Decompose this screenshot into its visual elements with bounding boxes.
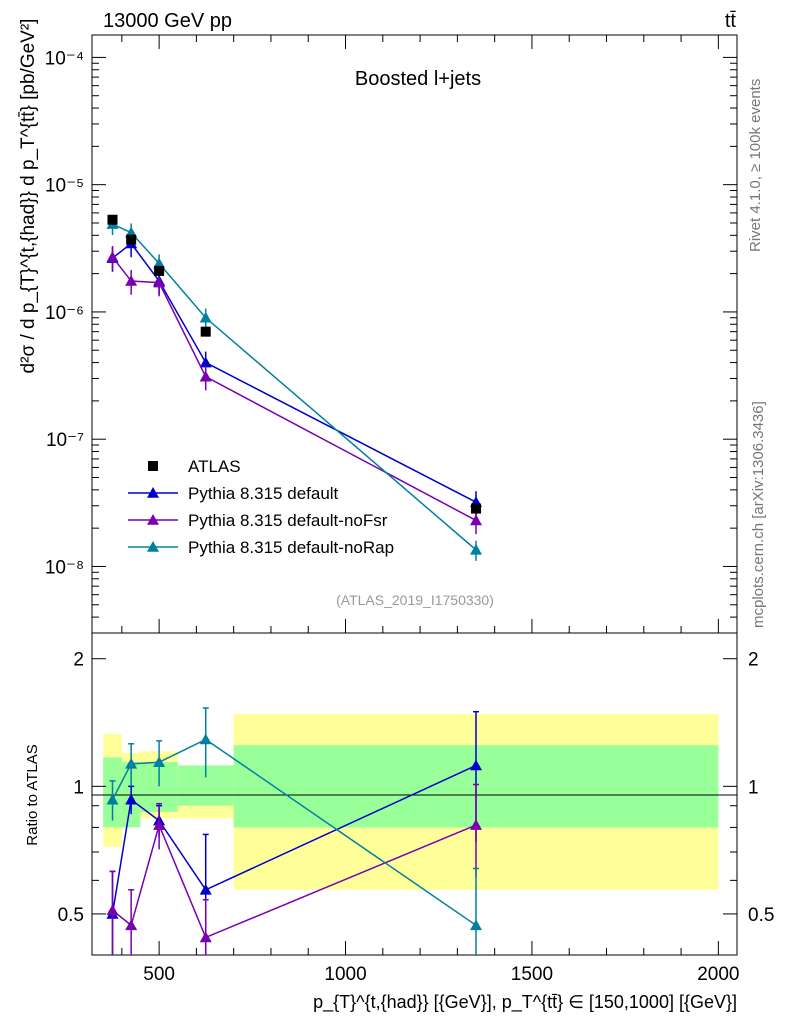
data-point bbox=[471, 503, 482, 514]
ratio-point bbox=[470, 819, 483, 830]
main-point bbox=[199, 356, 212, 368]
process-label: tt̄ bbox=[725, 10, 737, 32]
ratio-point bbox=[125, 793, 138, 805]
ratio-point bbox=[106, 904, 119, 916]
legend-label: Pythia 8.315 default-noRap bbox=[188, 538, 394, 557]
mcplots-label: mcplots.cern.ch [arXiv:1306.3436] bbox=[750, 401, 767, 628]
ratio-point bbox=[199, 733, 212, 745]
ratio-point bbox=[470, 759, 483, 771]
ratio-y-tick-label-right: 0.5 bbox=[748, 905, 774, 926]
main-point bbox=[153, 257, 166, 269]
data-point bbox=[126, 234, 137, 245]
main-y-tick-label: 10⁻⁸ bbox=[45, 557, 84, 578]
x-axis-label: p_{T}^{t,{had}} [{GeV}], p_T^{tt̄} ∈ [15… bbox=[313, 992, 737, 1013]
data-point bbox=[200, 326, 211, 337]
series-1 bbox=[106, 246, 483, 955]
legend-marker bbox=[147, 541, 159, 552]
legend-label: ATLAS bbox=[188, 457, 241, 476]
ratio-y-tick-label-right: 2 bbox=[748, 650, 759, 671]
main-point bbox=[199, 370, 212, 382]
main-point bbox=[106, 251, 119, 262]
ratio-point bbox=[125, 919, 138, 931]
x-tick-label: 2000 bbox=[697, 964, 739, 985]
ratio-point bbox=[199, 931, 212, 943]
main-y-axis-label: d²σ / d p_{T}^{t,{had}} d p_T^{tt̄} [pb/… bbox=[18, 19, 39, 374]
main-series-line bbox=[112, 242, 477, 503]
atlas-data bbox=[107, 214, 482, 514]
energy-label: 13000 GeV pp bbox=[103, 10, 232, 32]
ratio-y-tick-label-left: 2 bbox=[73, 650, 84, 671]
x-tick-label: 500 bbox=[143, 964, 175, 985]
ratio-point bbox=[153, 756, 166, 768]
ratio-point bbox=[470, 919, 483, 931]
ratio-frame bbox=[91, 632, 738, 956]
ratio-point bbox=[199, 883, 212, 895]
analysis-id: (ATLAS_2019_I1750330) bbox=[336, 592, 494, 608]
main-point bbox=[125, 275, 138, 286]
data-point bbox=[107, 214, 118, 225]
legend-marker bbox=[147, 514, 159, 525]
main-point bbox=[153, 276, 166, 288]
main-point bbox=[470, 514, 483, 526]
legend-marker bbox=[147, 487, 159, 498]
legend-label: Pythia 8.315 default-noFsr bbox=[188, 511, 388, 530]
legend: ATLAS Pythia 8.315 default Pythia 8.315 de… bbox=[128, 457, 394, 557]
main-y-tick-label: 10⁻⁵ bbox=[45, 176, 84, 197]
main-point bbox=[470, 543, 483, 555]
ratio-y-axis-label: Ratio to ATLAS bbox=[24, 744, 41, 845]
panel-title: Boosted l+jets bbox=[355, 68, 481, 90]
ratio-y-tick-label-left: 1 bbox=[73, 777, 84, 798]
series-marks bbox=[106, 214, 483, 955]
ratio-point bbox=[125, 757, 138, 769]
main-y-tick-label: 10⁻⁷ bbox=[46, 430, 84, 451]
legend-label: Pythia 8.315 default bbox=[188, 484, 339, 503]
ratio-uncertainty-bands bbox=[103, 714, 719, 890]
main-point bbox=[199, 311, 212, 323]
ratio-y-tick-label-left: 0.5 bbox=[58, 905, 84, 926]
main-y-tick-label: 10⁻⁶ bbox=[45, 303, 84, 324]
rivet-label: Rivet 4.1.0, ≥ 100k events bbox=[747, 79, 764, 252]
axis-tick-labels: 500 1000 1500 2000 10⁻⁸ 10⁻⁷ 10⁻⁶ 10⁻⁵ 10⁻⁴ 0.5 0.… bbox=[45, 48, 775, 985]
legend-marker-atlas bbox=[148, 461, 158, 471]
data-point bbox=[154, 265, 165, 276]
x-tick-label: 1500 bbox=[511, 964, 553, 985]
main-series-line bbox=[111, 256, 477, 522]
x-tick-label: 1000 bbox=[324, 964, 366, 985]
axis-ticks bbox=[92, 35, 737, 955]
ratio-point bbox=[153, 819, 166, 830]
ratio-y-tick-label-right: 1 bbox=[748, 777, 759, 798]
main-y-tick-label: 10⁻⁴ bbox=[45, 48, 84, 69]
ratio-point bbox=[106, 793, 119, 805]
